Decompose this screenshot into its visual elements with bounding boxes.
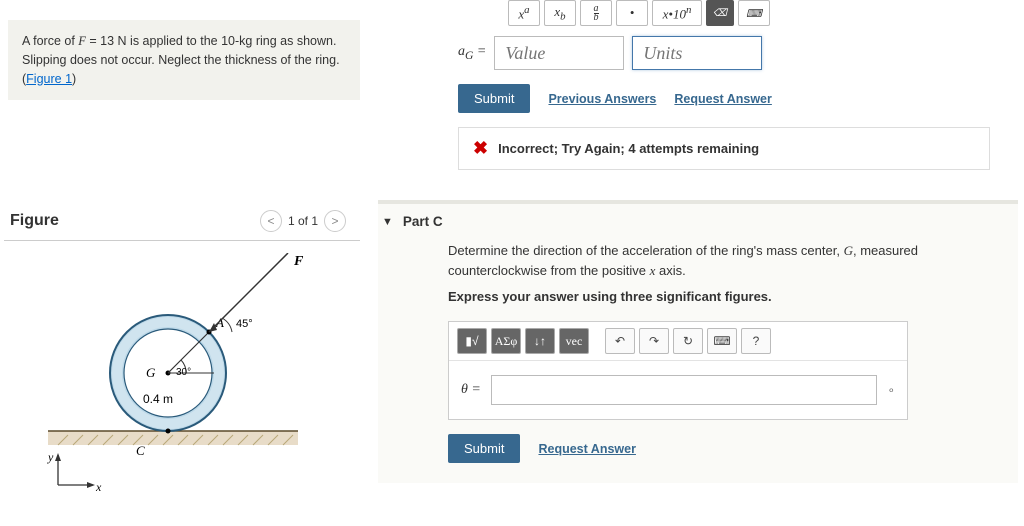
problem-suffix: ) bbox=[72, 72, 76, 86]
svg-text:y: y bbox=[47, 450, 54, 464]
units-input[interactable] bbox=[632, 36, 762, 70]
undo-button[interactable]: ↶ bbox=[605, 328, 635, 354]
arrows-button[interactable]: ↓↑ bbox=[525, 328, 555, 354]
figure-title: Figure bbox=[10, 212, 59, 230]
feedback-text: Incorrect; Try Again; 4 attempts remaini… bbox=[498, 141, 759, 156]
svg-text:45°: 45° bbox=[236, 318, 253, 330]
request-answer-link[interactable]: Request Answer bbox=[674, 92, 771, 106]
part-c-description: Determine the direction of the accelerat… bbox=[448, 241, 988, 281]
part-c-header[interactable]: ▼ Part C bbox=[378, 204, 1018, 237]
symbols-button[interactable]: ΑΣφ bbox=[491, 328, 521, 354]
superscript-button[interactable]: xa bbox=[508, 0, 540, 26]
submit-button[interactable]: Submit bbox=[458, 84, 530, 113]
fraction-button[interactable]: ab bbox=[580, 0, 612, 26]
figure-header: Figure < 1 of 1 > bbox=[4, 200, 360, 241]
svg-text:x: x bbox=[95, 480, 102, 493]
submit-button-c[interactable]: Submit bbox=[448, 434, 520, 463]
redo-button[interactable]: ↷ bbox=[639, 328, 669, 354]
templates-button[interactable]: ▮√ bbox=[457, 328, 487, 354]
pager-next-button[interactable]: > bbox=[324, 210, 346, 232]
part-c-title: Part C bbox=[403, 214, 443, 229]
partc-submit-row: Submit Request Answer bbox=[448, 434, 988, 463]
pager-prev-button[interactable]: < bbox=[260, 210, 282, 232]
force-val: = 13 N bbox=[86, 34, 127, 48]
feedback-box: ✖ Incorrect; Try Again; 4 attempts remai… bbox=[458, 127, 990, 170]
vec-button[interactable]: vec bbox=[559, 328, 589, 354]
keyboard-button[interactable]: ⌨ bbox=[738, 0, 770, 26]
force-var: F bbox=[78, 34, 86, 48]
svg-text:30°: 30° bbox=[176, 367, 191, 378]
ag-label: aG = bbox=[458, 44, 486, 62]
problem-text: A force of bbox=[22, 34, 78, 48]
ag-input-row: aG = bbox=[458, 36, 1018, 70]
svg-text:C: C bbox=[136, 443, 145, 458]
svg-text:G: G bbox=[146, 365, 156, 380]
theta-label: θ = bbox=[461, 382, 481, 398]
pager-text: 1 of 1 bbox=[288, 214, 318, 228]
previous-answers-link[interactable]: Previous Answers bbox=[548, 92, 656, 106]
request-answer-link-c[interactable]: Request Answer bbox=[538, 442, 635, 456]
error-icon: ✖ bbox=[473, 138, 488, 159]
figure-pager: < 1 of 1 > bbox=[260, 210, 346, 232]
part-c-section: ▼ Part C Determine the direction of the … bbox=[378, 200, 1018, 483]
figure-diagram: G A 45° F 30° 0.4 m C bbox=[18, 253, 360, 493]
svg-text:0.4 m: 0.4 m bbox=[143, 392, 173, 406]
keyboard-button-c[interactable]: ⌨ bbox=[707, 328, 737, 354]
dot-button[interactable]: • bbox=[616, 0, 648, 26]
degree-unit: ∘ bbox=[887, 383, 895, 397]
partb-format-toolbar: xa xb ab • x•10n ⌫ ⌨ bbox=[508, 0, 1018, 26]
theta-input[interactable] bbox=[491, 375, 878, 405]
problem-statement: A force of F = 13 N is applied to the 10… bbox=[8, 20, 360, 100]
help-button[interactable]: ? bbox=[741, 328, 771, 354]
caret-down-icon: ▼ bbox=[382, 216, 393, 228]
reset-button[interactable]: ↻ bbox=[673, 328, 703, 354]
subscript-button[interactable]: xb bbox=[544, 0, 576, 26]
sci-notation-button[interactable]: x•10n bbox=[652, 0, 702, 26]
part-c-toolbox: ▮√ ΑΣφ ↓↑ vec ↶ ↷ ↻ ⌨ ? θ = ∘ bbox=[448, 321, 908, 420]
clear-button[interactable]: ⌫ bbox=[706, 0, 734, 26]
partb-submit-row: Submit Previous Answers Request Answer bbox=[458, 84, 1018, 113]
figure-link[interactable]: Figure 1 bbox=[26, 72, 72, 86]
value-input[interactable] bbox=[494, 36, 624, 70]
svg-text:F: F bbox=[293, 254, 304, 269]
express-instruction: Express your answer using three signific… bbox=[448, 287, 988, 307]
